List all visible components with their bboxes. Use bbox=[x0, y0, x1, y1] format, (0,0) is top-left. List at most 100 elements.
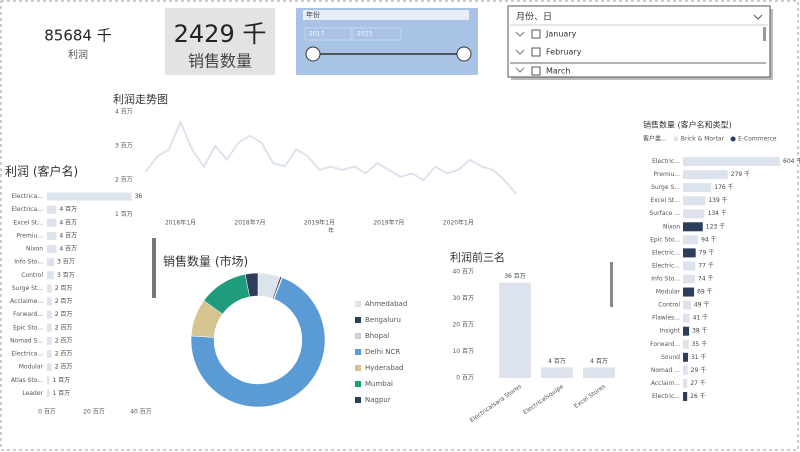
x-tick-label: 2019年1月 bbox=[304, 219, 335, 227]
card-label: 销售数量 bbox=[188, 52, 252, 71]
value-label: 139 千 bbox=[708, 196, 727, 204]
end-year: 2023 bbox=[357, 31, 372, 38]
checkbox[interactable] bbox=[531, 47, 541, 57]
value-label: 3 百万 bbox=[57, 272, 75, 279]
value-label: 35 千 bbox=[692, 340, 708, 348]
legend-label: Nagpur bbox=[365, 396, 391, 404]
scrollbar[interactable] bbox=[610, 262, 613, 307]
y-tick-label: Modular bbox=[19, 364, 44, 371]
y-tick-label: 40 百万 bbox=[452, 269, 474, 276]
slider-handle[interactable] bbox=[305, 46, 321, 62]
y-tick-label: Acclaime... bbox=[10, 298, 43, 305]
value-label: 36 bbox=[135, 193, 143, 200]
y-tick-label: 10 百万 bbox=[452, 348, 474, 355]
x-tick-label: 2018年1月 bbox=[165, 219, 196, 227]
expand-chevron[interactable] bbox=[515, 31, 525, 37]
value-label: 74 千 bbox=[698, 275, 714, 283]
value-label: 2 百万 bbox=[55, 311, 73, 318]
dropdown-chevron[interactable] bbox=[753, 14, 763, 20]
bar bbox=[47, 363, 52, 372]
scrollbar[interactable] bbox=[152, 238, 156, 298]
bar bbox=[499, 282, 531, 378]
value-label: 31 千 bbox=[691, 353, 707, 361]
value-label: 69 千 bbox=[697, 288, 713, 296]
value-label: 604 千 bbox=[783, 157, 800, 165]
end-input[interactable] bbox=[352, 27, 402, 41]
y-tick-label: Surge St... bbox=[12, 285, 43, 292]
value-label: 279 千 bbox=[731, 170, 750, 178]
scrollbar[interactable] bbox=[763, 27, 766, 41]
y-tick-label: Electrica... bbox=[11, 193, 43, 200]
x-tick-label: 2019年7月 bbox=[373, 219, 404, 227]
bar bbox=[47, 297, 52, 306]
value-label: 4 百万 bbox=[548, 358, 566, 365]
x-axis-title: 年 bbox=[328, 227, 334, 235]
y-tick-label: Nomad ... bbox=[651, 367, 680, 374]
bar bbox=[47, 205, 57, 214]
slicer-item[interactable]: January bbox=[545, 30, 577, 39]
bar bbox=[683, 391, 688, 401]
slicer-title: 年份 bbox=[306, 10, 320, 19]
y-tick-label: Leader bbox=[22, 390, 43, 397]
y-tick-label: Electrica... bbox=[11, 351, 43, 358]
y-tick-label: 30 百万 bbox=[452, 295, 474, 302]
y-tick-label: Modular bbox=[656, 289, 681, 296]
value-label: 4 百万 bbox=[59, 219, 77, 226]
y-tick-label: Nomad S... bbox=[10, 337, 43, 344]
value-label: 2 百万 bbox=[55, 285, 73, 292]
value-label: 2 百万 bbox=[55, 337, 73, 344]
legend-title: 客户类... bbox=[643, 135, 667, 143]
bar bbox=[683, 157, 780, 167]
legend-marker bbox=[355, 365, 361, 371]
value-label: 36 百万 bbox=[504, 273, 526, 280]
value-label: 1 百万 bbox=[52, 390, 70, 397]
y-tick-label: Forward... bbox=[650, 341, 680, 348]
value-label: 79 千 bbox=[699, 248, 715, 256]
start-input[interactable] bbox=[304, 27, 352, 41]
value-label: 4 百万 bbox=[59, 206, 77, 213]
legend-label: Bhopal bbox=[365, 332, 389, 340]
legend-marker bbox=[355, 333, 361, 339]
expand-chevron[interactable] bbox=[515, 49, 525, 55]
slicer-item[interactable]: February bbox=[546, 48, 582, 57]
y-tick-label: Premiu... bbox=[653, 171, 680, 178]
value-label: 2 百万 bbox=[55, 351, 73, 358]
x-tick-label: 0 百万 bbox=[38, 409, 56, 416]
y-tick-label: Info Sto... bbox=[651, 276, 680, 283]
value-label: 38 千 bbox=[692, 327, 708, 335]
slicer-item[interactable]: March bbox=[546, 67, 570, 76]
y-tick-label: Electric... bbox=[652, 249, 680, 256]
legend-label: Delhi NCR bbox=[365, 348, 400, 356]
bar bbox=[47, 218, 57, 227]
slider-handle[interactable] bbox=[456, 46, 472, 62]
y-tick-label: Forward... bbox=[13, 311, 43, 318]
legend-label: Hyderabad bbox=[365, 364, 404, 372]
value-label: 29 千 bbox=[691, 366, 707, 374]
bar bbox=[683, 313, 690, 323]
chart-title: 销售数量 (客户名和类型) bbox=[643, 120, 732, 130]
legend-label: Mumbai bbox=[365, 380, 393, 388]
y-tick-label: Flawles... bbox=[652, 315, 680, 322]
y-tick-label: Sound bbox=[661, 354, 680, 361]
value-label: 94 千 bbox=[701, 235, 717, 243]
y-tick-label: Excel St... bbox=[13, 219, 43, 226]
y-tick-label: Nixon bbox=[26, 246, 43, 253]
y-tick-label: 3 百万 bbox=[115, 143, 133, 150]
bar bbox=[47, 389, 50, 398]
checkbox[interactable] bbox=[531, 29, 541, 39]
y-tick-label: Surface ... bbox=[650, 210, 681, 217]
slicer-title: 月份、日 bbox=[516, 11, 552, 23]
bar bbox=[47, 310, 52, 319]
value-label: 26 千 bbox=[690, 392, 706, 400]
expand-chevron[interactable] bbox=[515, 67, 525, 73]
bar bbox=[683, 209, 705, 219]
legend-marker bbox=[355, 349, 361, 355]
bar bbox=[47, 231, 57, 240]
value-label: 1 百万 bbox=[52, 377, 70, 384]
value-label: 2 百万 bbox=[55, 324, 73, 331]
bar bbox=[47, 350, 52, 359]
card-label: 利润 bbox=[68, 48, 88, 61]
checkbox[interactable] bbox=[531, 66, 541, 76]
y-tick-label: Electric... bbox=[652, 158, 680, 165]
y-tick-label: Electrica... bbox=[11, 206, 43, 213]
